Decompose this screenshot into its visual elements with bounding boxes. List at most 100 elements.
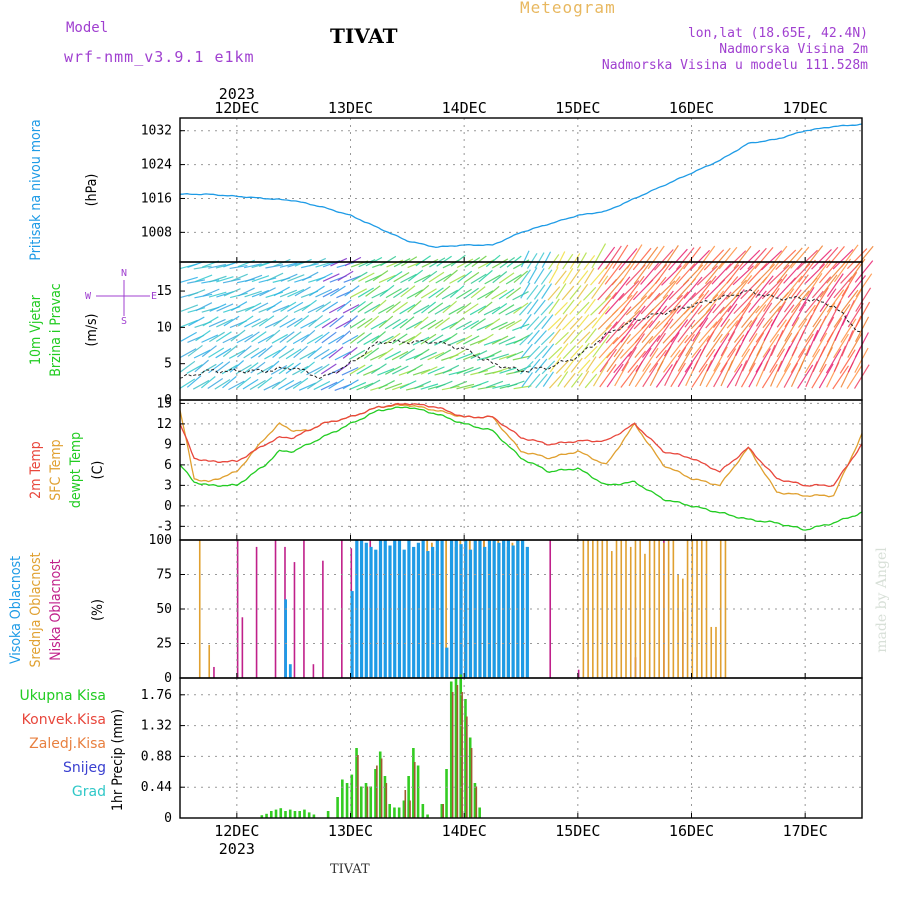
wind-barb (393, 271, 410, 283)
precip-total-bar (388, 804, 391, 818)
precip-total-bar (445, 769, 448, 818)
credit-label: made by Angel (874, 547, 890, 653)
wind-barb (690, 260, 709, 284)
wind-barb (306, 334, 324, 345)
wind-barb (279, 317, 296, 328)
wind-barb (363, 335, 380, 346)
wind-barb (570, 344, 584, 359)
wind-barb (592, 334, 610, 358)
top-date-label: 17DEC (783, 99, 828, 117)
wind-barb (476, 290, 494, 300)
wind-barb (612, 323, 634, 345)
wind-barb (640, 292, 661, 315)
wind-barb (739, 249, 761, 271)
wind-barb (627, 305, 646, 329)
wind-barb (357, 287, 374, 298)
wind-barb (251, 318, 268, 328)
wind-barb (647, 276, 667, 300)
wind-barb (498, 353, 517, 360)
wind-barb (216, 276, 234, 283)
wind-barb (613, 333, 632, 358)
bottom-date-label: 12DEC (214, 822, 259, 840)
wind-barb (209, 275, 227, 283)
wind-barb (278, 362, 294, 375)
wind-barb (811, 249, 832, 270)
wind-barb (555, 331, 569, 346)
wind-barb (505, 306, 522, 316)
wind-barb (492, 367, 510, 375)
wind-barb (363, 347, 380, 359)
wind-barb (533, 299, 546, 315)
wind-barb (230, 273, 248, 282)
high-cloud-bar (350, 591, 354, 678)
wind-barb (662, 275, 681, 299)
wind-barb (592, 361, 609, 387)
precip-total-bar (440, 804, 444, 818)
wind-barb (661, 294, 683, 316)
precip-conv-bar (385, 783, 388, 818)
wind-barb (407, 300, 422, 313)
wind-barb (378, 315, 394, 329)
wind-barb (341, 366, 359, 376)
wind-barb (207, 378, 224, 390)
wind-barb (380, 255, 397, 267)
y-tick-label: 1024 (141, 158, 172, 173)
wind-barb (634, 291, 653, 315)
y-tick-label: 15 (156, 284, 172, 299)
wind-barb (507, 380, 525, 388)
wind-barb (763, 344, 776, 372)
wind-barb (612, 276, 631, 300)
wind-barb (847, 332, 863, 358)
wind-barb (818, 261, 839, 284)
precip-total-bar (364, 783, 368, 818)
precip-total-bar (412, 748, 415, 818)
wind-barb (315, 301, 332, 313)
high-cloud-bar (511, 545, 515, 678)
wind-barb (270, 364, 288, 375)
wind-barb (405, 320, 423, 331)
wind-barb (513, 270, 529, 284)
wind-barb (699, 360, 713, 387)
mid-cloud-bar (610, 551, 613, 678)
wind-barb (441, 289, 459, 300)
wind-barb (677, 333, 695, 358)
precip-conv-bar (461, 692, 463, 818)
wind-barb (740, 261, 760, 284)
wind-barb (819, 346, 833, 373)
wind-barb (421, 270, 438, 283)
wind-barb (619, 290, 638, 314)
wind-barb (619, 260, 637, 284)
precip-total-bar (378, 751, 382, 818)
wind-barb (784, 303, 801, 328)
wind-barb (244, 274, 263, 283)
compass-w: W (85, 291, 92, 302)
wind-barb (518, 301, 532, 316)
wind-barb (697, 245, 716, 269)
high-cloud-bar (388, 545, 392, 678)
wind-barb (783, 289, 802, 313)
high-cloud-bar (364, 542, 368, 678)
wind-barb (285, 348, 302, 360)
wind-barb (463, 303, 479, 315)
wind-barb (748, 304, 767, 328)
wind-barb (591, 305, 610, 329)
wind-barb (819, 316, 835, 342)
wind-barb (434, 349, 452, 360)
wind-barb (208, 263, 227, 269)
wind-barb (358, 272, 375, 282)
wind-barb (279, 289, 298, 298)
wind-speed-line (179, 289, 863, 379)
wind-barb (583, 317, 598, 331)
wind-barb (350, 288, 367, 298)
wind-barb (244, 302, 262, 312)
wind-barb (570, 372, 583, 388)
wind-barb (563, 329, 576, 344)
precip-legend-item: Grad (72, 784, 106, 800)
wind-barb (427, 334, 444, 345)
wind-barb (741, 289, 760, 313)
wind-barb (540, 301, 554, 316)
wind-barb (655, 260, 673, 284)
wind-barb (449, 285, 465, 298)
wind-barb (208, 318, 226, 328)
precip-conv-bar (456, 685, 459, 818)
